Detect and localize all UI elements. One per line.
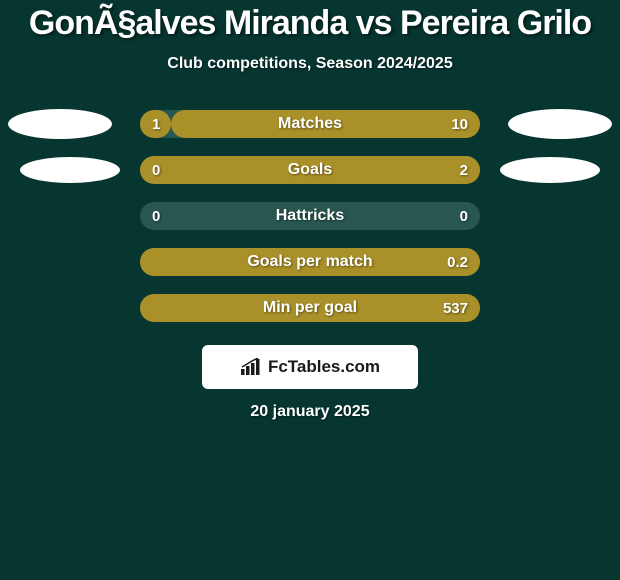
stat-row: 0 0Hattricks — [0, 193, 620, 239]
stat-row: 02Goals — [0, 147, 620, 193]
infographic-content: GonÃ§alves Miranda vs Pereira Grilo Club… — [0, 0, 620, 421]
stat-bar: 0 0Hattricks — [140, 202, 480, 230]
stat-value-a: 0 — [140, 202, 172, 230]
stat-row: 0.2Goals per match — [0, 239, 620, 285]
stats-rows: 110Matches 02Goals 0 0Hattricks 0.2Goals per… — [0, 101, 620, 331]
page-title: GonÃ§alves Miranda vs Pereira Grilo — [0, 4, 620, 43]
vs-text: vs — [356, 4, 392, 42]
side-ellipse — [8, 109, 112, 139]
side-ellipse — [20, 157, 120, 183]
bar-fill-right — [171, 110, 480, 138]
bar-fill-right — [140, 156, 480, 184]
bar-fill-right — [140, 294, 480, 322]
stat-row: 110Matches — [0, 101, 620, 147]
stat-bar: 02Goals — [140, 156, 480, 184]
subtitle: Club competitions, Season 2024/2025 — [0, 55, 620, 73]
bar-fill-left — [140, 110, 171, 138]
stat-value-b: 0 — [448, 202, 480, 230]
side-ellipse — [508, 109, 612, 139]
stat-bar: 110Matches — [140, 110, 480, 138]
side-ellipse — [500, 157, 600, 183]
stat-bar: 0.2Goals per match — [140, 248, 480, 276]
bar-fill-right — [140, 248, 480, 276]
footer-date: 20 january 2025 — [0, 403, 620, 421]
player-b-name: Pereira Grilo — [400, 4, 591, 42]
player-a-name: GonÃ§alves Miranda — [29, 4, 347, 42]
chart-icon — [240, 358, 262, 376]
stat-bar: 537Min per goal — [140, 294, 480, 322]
stat-row: 537Min per goal — [0, 285, 620, 331]
stat-label: Hattricks — [140, 202, 480, 230]
footer-logo: FcTables.com — [202, 345, 418, 389]
footer-logo-text: FcTables.com — [268, 357, 380, 377]
